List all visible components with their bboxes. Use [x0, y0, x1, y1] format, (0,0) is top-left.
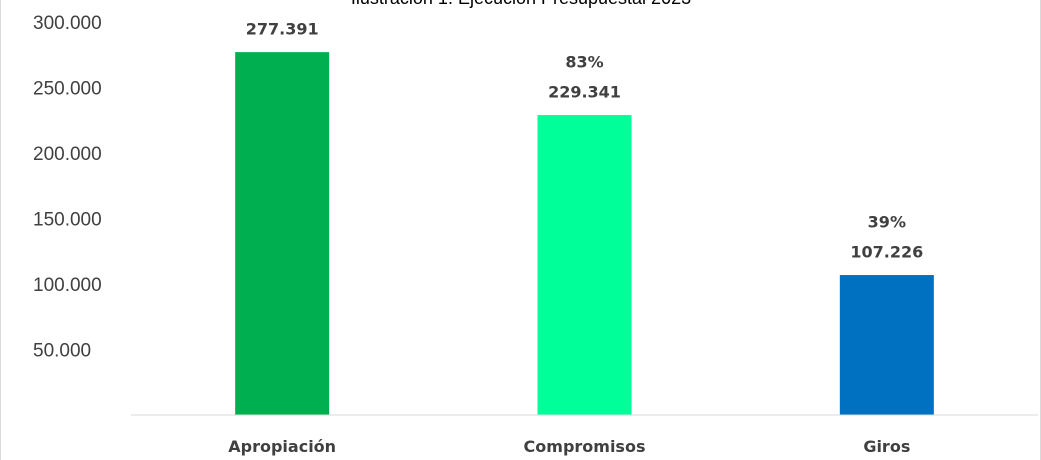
bar-compromisos [536, 114, 633, 416]
data-label-value: 229.341 [548, 83, 621, 102]
data-label-percent: 83% [565, 53, 603, 72]
x-tick-label: Giros [863, 437, 910, 456]
x-tick-label: Apropiación [228, 437, 336, 456]
y-tick-label: 250.000 [33, 79, 102, 100]
chart-title: Ilustración 1. Ejecución Presupuestal 20… [351, 0, 691, 8]
bar-apropiaci-n [234, 51, 331, 416]
data-label-percent: 39% [868, 213, 906, 232]
x-tick-label: Compromisos [524, 437, 646, 456]
y-tick-label: 150.000 [33, 210, 102, 231]
y-tick-label: 100.000 [33, 275, 102, 296]
data-label-value: 107.226 [850, 243, 923, 262]
bars: 277.391 229.341 83% 107.226 39% [234, 20, 935, 416]
y-axis: 50.000 100.000 150.000 200.000 250.000 300.00… [33, 13, 102, 362]
y-tick-label: 200.000 [33, 144, 102, 165]
bar-giros [838, 274, 935, 416]
y-tick-label: 300.000 [33, 13, 102, 34]
data-label-value: 277.391 [246, 20, 319, 39]
x-axis: Apropiación Compromisos Giros [131, 414, 1038, 456]
y-tick-label: 50.000 [33, 341, 91, 362]
